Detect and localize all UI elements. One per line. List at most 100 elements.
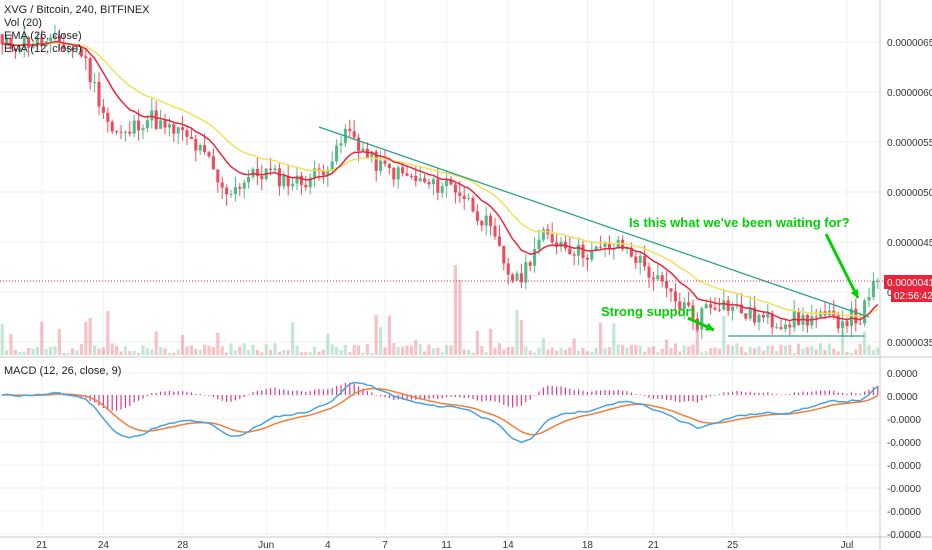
volume-bar <box>66 352 70 355</box>
volume-bar <box>770 345 774 355</box>
volume-bar <box>678 351 682 355</box>
x-tick-label: 28 <box>177 540 189 550</box>
macd-histogram-bar <box>723 392 725 395</box>
candle-body <box>810 316 814 326</box>
candle-body <box>678 301 682 310</box>
macd-histogram-bar <box>626 391 628 395</box>
volume-bar <box>0 324 4 355</box>
macd-histogram-bar <box>872 387 874 395</box>
candle-body <box>458 192 462 196</box>
macd-histogram-bar <box>771 393 773 395</box>
macd-histogram-bar <box>710 395 712 397</box>
volume-bar <box>40 321 44 355</box>
macd-histogram-bar <box>679 395 681 403</box>
volume-bar <box>110 343 114 355</box>
macd-histogram-bar <box>142 395 144 399</box>
macd-histogram-bar <box>877 385 879 395</box>
macd-histogram-bar <box>551 385 553 395</box>
macd-histogram-bar <box>512 395 514 408</box>
macd-histogram-bar <box>507 395 509 407</box>
candle-body <box>251 168 255 177</box>
macd-histogram-bar <box>833 390 835 395</box>
candle-body <box>5 38 9 45</box>
volume-bar <box>519 320 523 355</box>
candle-body <box>401 167 405 174</box>
volume-bar <box>854 349 858 355</box>
macd-histogram-bar <box>230 395 232 402</box>
volume-bar <box>343 344 347 355</box>
volume-bar <box>651 346 655 355</box>
resistance-trendline <box>318 126 870 318</box>
candle-body <box>669 288 673 292</box>
macd-histogram-bar <box>644 395 646 396</box>
volume-bar <box>313 346 317 355</box>
volume-bar <box>150 349 154 355</box>
volume-bar <box>546 349 550 355</box>
macd-histogram-bar <box>1 395 3 396</box>
macd-histogram-bar <box>586 391 588 395</box>
candle-body <box>467 198 471 200</box>
volume-bar <box>497 343 501 355</box>
candle-body <box>154 110 158 129</box>
volume-bar <box>445 345 449 355</box>
macd-histogram-bar <box>652 395 654 399</box>
candle-body <box>189 136 193 139</box>
candle-body <box>379 160 383 171</box>
ema26-label: EMA (26, close) <box>4 30 82 42</box>
volume-bar <box>436 347 440 355</box>
volume-bar <box>88 317 92 355</box>
volume-bar <box>713 347 717 355</box>
symbol-title: XVG / Bitcoin, 240, BITFINEX <box>4 4 150 16</box>
macd-histogram-bar <box>824 390 826 395</box>
volume-bar <box>251 344 255 355</box>
candle-body <box>326 169 330 176</box>
macd-histogram-bar <box>349 382 351 395</box>
volume-bar <box>616 344 620 355</box>
volume-bar <box>27 347 31 355</box>
macd-histogram-bar <box>564 387 566 395</box>
volume-bar <box>233 350 237 355</box>
macd-histogram-bar <box>384 395 386 398</box>
candle-body <box>722 300 726 310</box>
macd-histogram-bar <box>129 395 131 407</box>
candle-body <box>392 167 396 180</box>
candle-body <box>88 58 92 83</box>
volume-bar <box>123 346 127 355</box>
macd-histogram-bar <box>94 395 96 403</box>
candle-body <box>753 307 757 323</box>
candle-body <box>167 124 171 128</box>
macd-histogram-bar <box>828 390 830 395</box>
macd-histogram-bar <box>336 386 338 395</box>
macd-histogram-bar <box>846 393 848 395</box>
macd-histogram-bar <box>107 395 109 410</box>
candle-body <box>625 247 629 250</box>
volume-bar <box>304 351 308 355</box>
macd-histogram-bar <box>740 391 742 395</box>
volume-bar <box>330 344 334 355</box>
annotation-support: Strong support <box>601 304 696 319</box>
macd-histogram-bar <box>762 392 764 395</box>
macd-histogram-bar <box>111 395 113 411</box>
macd-histogram-bar <box>683 395 685 402</box>
candle-body <box>260 176 264 180</box>
volume-bar <box>625 347 629 355</box>
candle-body <box>471 198 475 212</box>
volume-bar <box>814 349 818 355</box>
candle-body <box>277 168 281 187</box>
candle-body <box>453 184 457 193</box>
volume-bar <box>264 344 268 355</box>
volume-bar <box>291 322 295 355</box>
macd-histogram-bar <box>424 395 426 400</box>
volume-bar <box>71 348 75 355</box>
macd-histogram-bar <box>657 395 659 399</box>
macd-histogram-bar <box>221 395 223 401</box>
macd-histogram-bar <box>718 394 720 395</box>
volume-bar <box>13 349 17 355</box>
volume-bar <box>269 349 273 355</box>
macd-histogram-bar <box>503 395 505 405</box>
chart-grid <box>0 0 932 538</box>
candle-body <box>643 255 647 267</box>
